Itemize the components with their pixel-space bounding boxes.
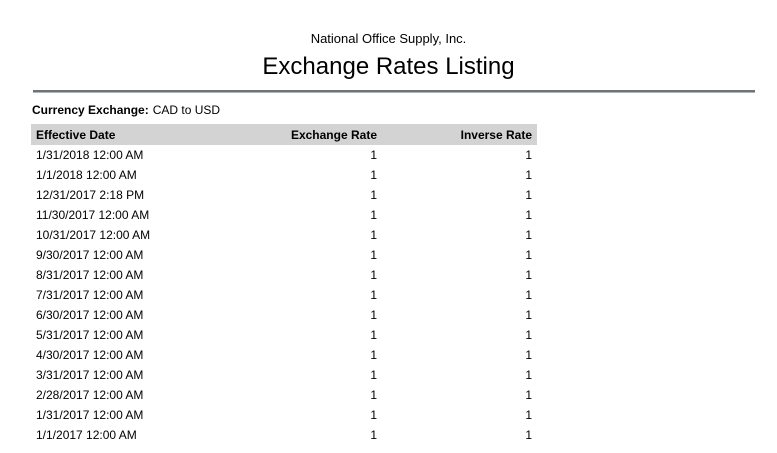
exchange-rate-cell: 1: [370, 268, 377, 282]
effective-date-cell: 8/31/2017 12:00 AM: [36, 268, 144, 282]
inverse-rate-cell: 1: [525, 388, 532, 402]
exchange-rate-cell: 1: [370, 388, 377, 402]
effective-date-cell: 2/28/2017 12:00 AM: [36, 388, 144, 402]
table-row: 9/30/2017 12:00 AM 1 1: [31, 245, 537, 265]
table-header-row: Effective Date Exchange Rate Inverse Rat…: [31, 124, 537, 145]
exchange-rate-cell: 1: [370, 228, 377, 242]
exchange-rate-cell: 1: [370, 168, 377, 182]
table-row: 8/31/2017 12:00 AM 1 1: [31, 265, 537, 285]
inverse-rate-cell: 1: [525, 228, 532, 242]
effective-date-cell: 6/30/2017 12:00 AM: [36, 308, 144, 322]
table-row: 5/31/2017 12:00 AM 1 1: [31, 325, 537, 345]
inverse-rate-cell: 1: [525, 288, 532, 302]
effective-date-cell: 5/31/2017 12:00 AM: [36, 328, 144, 342]
inverse-rate-cell: 1: [525, 168, 532, 182]
exchange-rate-cell: 1: [370, 188, 377, 202]
inverse-rate-cell: 1: [525, 408, 532, 422]
effective-date-cell: 7/31/2017 12:00 AM: [36, 288, 144, 302]
table-row: 4/30/2017 12:00 AM 1 1: [31, 345, 537, 365]
currency-exchange-label: Currency Exchange:: [32, 103, 149, 117]
exchange-rate-cell: 1: [370, 288, 377, 302]
exchange-rate-cell: 1: [370, 248, 377, 262]
table-row: 6/30/2017 12:00 AM 1 1: [31, 305, 537, 325]
inverse-rate-cell: 1: [525, 348, 532, 362]
table-row: 1/31/2018 12:00 AM 1 1: [31, 145, 537, 165]
exchange-rate-cell: 1: [370, 148, 377, 162]
currency-exchange-value: CAD to USD: [152, 103, 221, 117]
table-row: 1/1/2017 12:00 AM 1 1: [31, 425, 537, 445]
effective-date-cell: 1/1/2017 12:00 AM: [36, 428, 137, 442]
effective-date-cell: 9/30/2017 12:00 AM: [36, 248, 144, 262]
table-row: 12/31/2017 2:18 PM 1 1: [31, 185, 537, 205]
exchange-rate-cell: 1: [370, 208, 377, 222]
exchange-rate-cell: 1: [370, 308, 377, 322]
effective-date-cell: 10/31/2017 12:00 AM: [36, 228, 151, 242]
report-title: Exchange Rates Listing: [262, 53, 515, 80]
currency-exchange-line: Currency Exchange: CAD to USD: [32, 103, 777, 118]
table-row: 3/31/2017 12:00 AM 1 1: [31, 365, 537, 385]
exchange-rate-cell: 1: [370, 328, 377, 342]
report-header: National Office Supply, Inc. Exchange Ra…: [0, 0, 777, 82]
company-name: National Office Supply, Inc.: [310, 31, 467, 46]
inverse-rate-cell: 1: [525, 368, 532, 382]
header-divider: [33, 90, 755, 93]
inverse-rate-cell: 1: [525, 328, 532, 342]
table-row: 7/31/2017 12:00 AM 1 1: [31, 285, 537, 305]
effective-date-cell: 4/30/2017 12:00 AM: [36, 348, 144, 362]
exchange-rate-cell: 1: [370, 428, 377, 442]
effective-date-cell: 12/31/2017 2:18 PM: [36, 188, 145, 202]
inverse-rate-cell: 1: [525, 428, 532, 442]
inverse-rate-cell: 1: [525, 188, 532, 202]
inverse-rate-cell: 1: [525, 308, 532, 322]
exchange-rates-table: Effective Date Exchange Rate Inverse Rat…: [31, 124, 537, 445]
effective-date-cell: 1/31/2017 12:00 AM: [36, 408, 144, 422]
column-header-effective-date: Effective Date: [31, 124, 227, 145]
exchange-rate-cell: 1: [370, 348, 377, 362]
effective-date-cell: 1/31/2018 12:00 AM: [36, 148, 144, 162]
inverse-rate-cell: 1: [525, 208, 532, 222]
effective-date-cell: 1/1/2018 12:00 AM: [36, 168, 137, 182]
table-row: 10/31/2017 12:00 AM 1 1: [31, 225, 537, 245]
inverse-rate-cell: 1: [525, 248, 532, 262]
inverse-rate-cell: 1: [525, 268, 532, 282]
column-header-inverse-rate: Inverse Rate: [382, 124, 537, 145]
table-row: 1/31/2017 12:00 AM 1 1: [31, 405, 537, 425]
table-row: 2/28/2017 12:00 AM 1 1: [31, 385, 537, 405]
effective-date-cell: 11/30/2017 12:00 AM: [36, 208, 150, 222]
exchange-rate-cell: 1: [370, 408, 377, 422]
exchange-rate-cell: 1: [370, 368, 377, 382]
table-body: 1/31/2018 12:00 AM 1 1 1/1/2018 12:00 AM 1 1 1…: [31, 145, 537, 445]
effective-date-cell: 3/31/2017 12:00 AM: [36, 368, 144, 382]
table-row: 1/1/2018 12:00 AM 1 1: [31, 165, 537, 185]
column-header-exchange-rate: Exchange Rate: [227, 124, 382, 145]
table-row: 11/30/2017 12:00 AM 1 1: [31, 205, 537, 225]
inverse-rate-cell: 1: [525, 148, 532, 162]
